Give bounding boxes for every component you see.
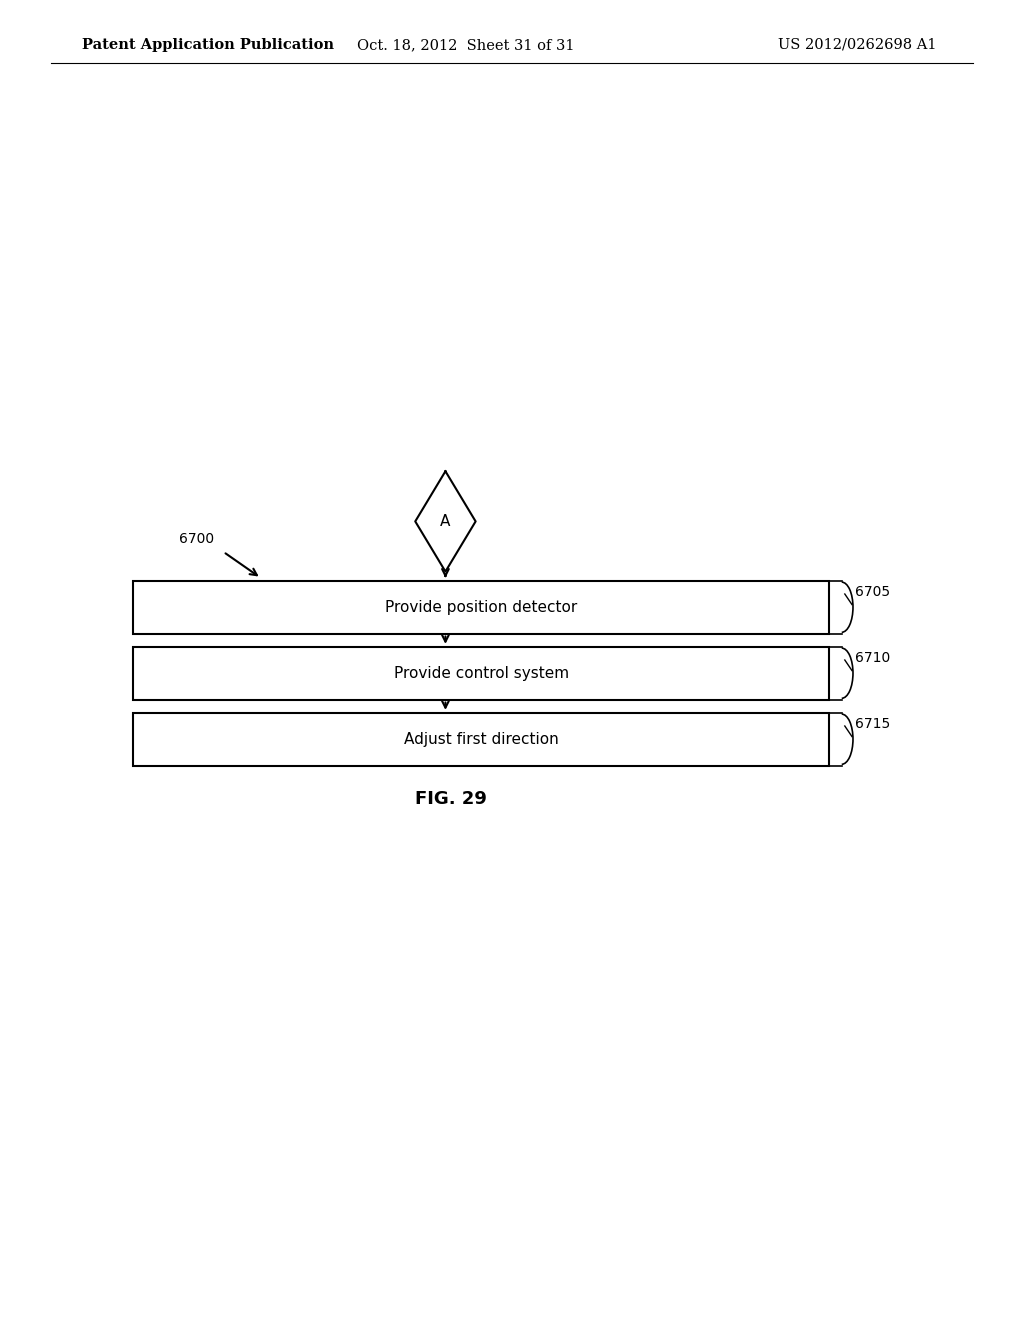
- Text: 6710: 6710: [855, 651, 890, 665]
- Text: 6705: 6705: [855, 585, 890, 599]
- Text: Patent Application Publication: Patent Application Publication: [82, 38, 334, 51]
- FancyBboxPatch shape: [133, 581, 829, 634]
- Text: Provide control system: Provide control system: [393, 665, 569, 681]
- Text: FIG. 29: FIG. 29: [415, 789, 486, 808]
- Text: 6715: 6715: [855, 717, 890, 731]
- Text: Oct. 18, 2012  Sheet 31 of 31: Oct. 18, 2012 Sheet 31 of 31: [357, 38, 574, 51]
- FancyBboxPatch shape: [133, 713, 829, 766]
- FancyBboxPatch shape: [133, 647, 829, 700]
- Text: A: A: [440, 513, 451, 529]
- Text: Provide position detector: Provide position detector: [385, 599, 578, 615]
- Text: US 2012/0262698 A1: US 2012/0262698 A1: [778, 38, 937, 51]
- Text: 6700: 6700: [179, 532, 214, 545]
- Text: Adjust first direction: Adjust first direction: [403, 731, 559, 747]
